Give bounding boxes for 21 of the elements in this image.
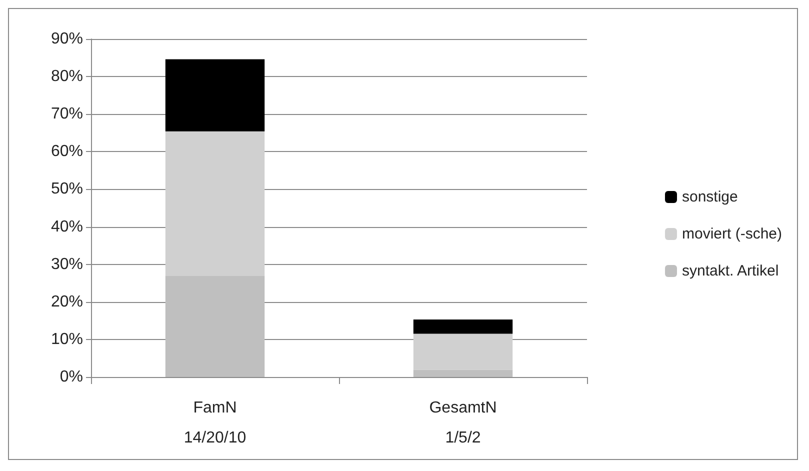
y-tick-label: 60% <box>50 143 83 160</box>
y-tick-label: 0% <box>60 368 83 386</box>
y-tick-label: 80% <box>50 68 83 86</box>
legend-label: syntakt. Artikel <box>682 262 779 280</box>
y-tick-label: 10% <box>50 330 83 348</box>
bar <box>413 334 513 370</box>
y-tick-label: 30% <box>50 256 83 273</box>
x-tick-label: FamN 14/20/10 <box>184 400 246 446</box>
legend-label: moviert (-sche) <box>682 226 782 242</box>
y-tick-label: 50% <box>50 180 83 198</box>
y-tick-label: 20% <box>50 293 83 310</box>
bar <box>165 131 265 276</box>
y-tick-label: 90% <box>50 30 83 48</box>
y-tick-label: 40% <box>50 218 83 236</box>
bar <box>413 320 513 334</box>
bar <box>413 370 513 377</box>
legend-label: sonstige <box>682 188 738 206</box>
x-tick-label: GesamtN 1/5/2 <box>429 400 497 446</box>
bar <box>165 59 265 132</box>
bar <box>165 276 265 377</box>
y-tick-label: 70% <box>50 106 83 123</box>
